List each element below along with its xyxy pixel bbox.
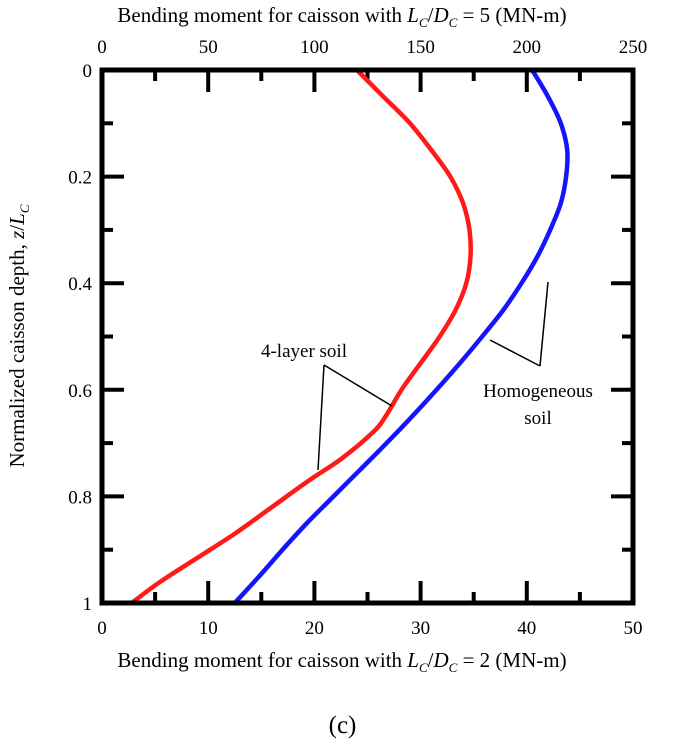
plot-frame — [99, 67, 636, 606]
bottom-tick-label: 10 — [199, 618, 218, 639]
top-tick-label: 150 — [406, 37, 435, 58]
top-tick-label: 100 — [300, 37, 329, 58]
series-line-homogeneous — [232, 67, 570, 606]
leader-four-layer-lower — [317, 364, 325, 471]
top-axis-title: Bending moment for caisson with LC/DC = … — [117, 3, 566, 30]
y-axis-title: Normalized caisson depth, z/LC — [5, 204, 32, 467]
top-tick-label: 250 — [619, 37, 648, 58]
annotation-homogeneous-line1: Homogeneous — [483, 381, 593, 402]
top-tick-label: 50 — [199, 37, 218, 58]
bottom-tick-label: 40 — [517, 618, 536, 639]
leader-homogeneous-upper — [539, 281, 549, 367]
bottom-tick-label: 0 — [97, 618, 107, 639]
leader-four-layer-upper — [323, 364, 393, 407]
bottom-tick-label: 50 — [624, 618, 643, 639]
bottom-axis-title: Bending moment for caisson with LC/DC = … — [117, 648, 566, 675]
y-tick-label: 0 — [83, 61, 93, 82]
top-tick-label: 0 — [97, 37, 107, 58]
bottom-tick-label: 20 — [305, 618, 324, 639]
y-tick-label: 0.4 — [68, 274, 92, 295]
bottom-tick-label: 30 — [411, 618, 430, 639]
top-tick-label: 200 — [513, 37, 542, 58]
y-tick-label: 0.6 — [68, 381, 92, 402]
leader-homogeneous-lower — [489, 339, 541, 367]
y-tick-label: 0.8 — [68, 487, 92, 508]
annotation-homogeneous-line2: soil — [524, 408, 551, 429]
panel-label: (c) — [328, 712, 357, 739]
y-tick-label: 0.2 — [68, 168, 92, 189]
annotation-four-layer: 4-layer soil — [261, 341, 347, 362]
y-tick-label: 1 — [83, 594, 93, 615]
series-line-four-layer — [129, 67, 473, 606]
